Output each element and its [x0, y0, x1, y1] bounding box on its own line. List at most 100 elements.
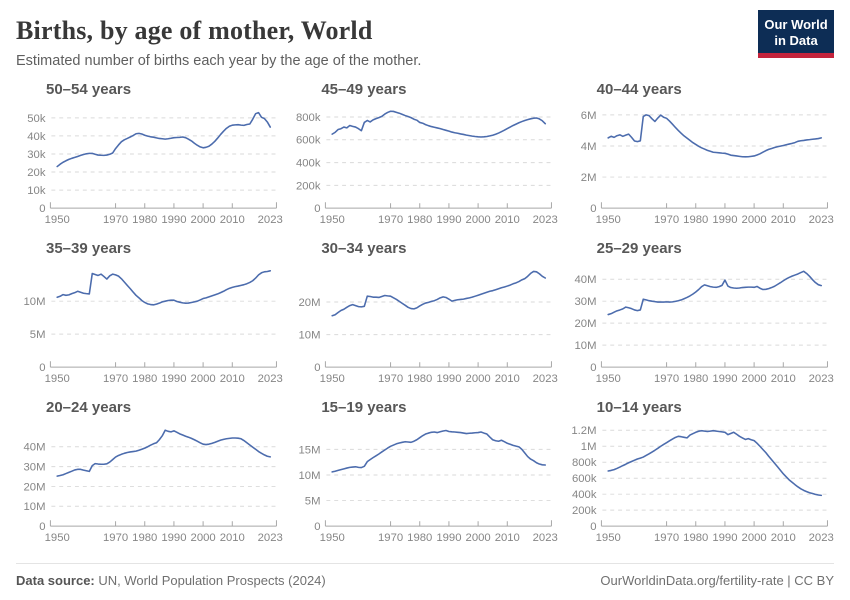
- y-axis-label: 2M: [580, 172, 596, 184]
- chart-canvas-45-49-years: 0 200k 400k 600k 800k 1950 1970 1980 1990 2000 201…: [296, 110, 558, 226]
- y-axis-label: 4M: [580, 141, 596, 153]
- chart-title: 10–14 years: [596, 398, 682, 416]
- x-axis-label: 1990: [712, 373, 737, 385]
- y-axis-label: 40M: [24, 441, 46, 453]
- chart-title: 25–29 years: [596, 239, 682, 257]
- y-axis-label: 10M: [299, 469, 321, 481]
- y-axis-label: 0: [39, 203, 45, 215]
- x-axis-label: 2010: [220, 373, 245, 385]
- x-axis-label: 2010: [495, 373, 520, 385]
- y-axis-label: 20k: [27, 167, 46, 179]
- chart-line: [331, 429, 547, 473]
- y-axis-label: 50k: [27, 113, 46, 125]
- chart-title: 35–39 years: [46, 239, 132, 257]
- x-axis-label: 1950: [320, 373, 345, 385]
- x-axis-label: 2000: [191, 373, 216, 385]
- x-axis-label: 1950: [595, 214, 620, 226]
- chart-line: [331, 110, 547, 138]
- y-axis-label: 400k: [296, 158, 321, 170]
- y-axis-label: 20M: [299, 297, 321, 309]
- x-axis-label: 1970: [654, 531, 679, 543]
- x-axis-label: 2023: [808, 531, 833, 543]
- y-axis-label: 0: [315, 521, 321, 533]
- x-axis-label: 1990: [437, 373, 462, 385]
- x-axis-label: 1970: [103, 214, 128, 226]
- y-axis-label: 40M: [574, 274, 596, 286]
- owid-logo-line2: in Data: [774, 32, 818, 48]
- chart-title: 50–54 years: [46, 81, 132, 98]
- header: Births, by age of mother, World Estimate…: [16, 10, 834, 69]
- x-axis-label: 2010: [770, 531, 795, 543]
- chart-title: 40–44 years: [596, 81, 682, 98]
- y-axis-label: 30k: [27, 149, 46, 161]
- x-axis-label: 1950: [45, 214, 70, 226]
- x-axis-label: 1980: [408, 373, 433, 385]
- x-axis-label: 2000: [466, 531, 491, 543]
- x-axis-label: 2000: [191, 214, 216, 226]
- y-axis-label: 0: [39, 362, 45, 374]
- x-axis-label: 1950: [595, 373, 620, 385]
- owid-logo-line1: Our World: [764, 17, 828, 32]
- x-axis-label: 1970: [378, 531, 403, 543]
- chart-line: [607, 429, 822, 496]
- x-axis-label: 1970: [378, 373, 403, 385]
- x-axis-label: 1980: [683, 531, 708, 543]
- x-axis-label: 2010: [220, 531, 245, 543]
- y-axis-label: 0: [590, 521, 596, 533]
- x-axis-label: 2000: [741, 531, 766, 543]
- y-axis-label: 0: [315, 362, 321, 374]
- chart-line: [56, 111, 272, 168]
- y-axis-label: 0: [315, 203, 321, 215]
- chart-line: [56, 269, 272, 306]
- chart-canvas-35-39-years: 0 5M 10M 1950 1970 1980 1990 2000 2010 2023: [24, 269, 283, 385]
- x-axis-label: 1980: [408, 214, 433, 226]
- chart-canvas-30-34-years: 0 10M 20M 1950 1970 1980 1990 2000 2010 2023: [299, 270, 558, 385]
- x-axis-label: 2000: [741, 373, 766, 385]
- header-titles: Births, by age of mother, World Estimate…: [16, 10, 421, 69]
- chart-cell-45-49-years: 45–49 years 0 200k 400k 600k 800k 1950 1970 1980…: [291, 81, 558, 230]
- y-axis-label: 800k: [572, 457, 597, 469]
- chart-title: 15–19 years: [321, 398, 407, 416]
- x-axis-label: 1980: [408, 531, 433, 543]
- x-axis-label: 2000: [466, 373, 491, 385]
- x-axis-label: 2023: [533, 214, 558, 226]
- x-axis-label: 2010: [770, 214, 795, 226]
- x-axis-label: 1950: [45, 531, 70, 543]
- x-axis-label: 2010: [220, 214, 245, 226]
- footer-credit[interactable]: OurWorldinData.org/fertility-rate | CC B…: [600, 573, 834, 588]
- footer-source: Data source: UN, World Population Prospe…: [16, 573, 326, 588]
- x-axis-label: 1990: [712, 214, 737, 226]
- y-axis-label: 30M: [574, 296, 596, 308]
- y-axis-label: 5M: [305, 495, 321, 507]
- chart-cell-15-19-years: 15–19 years 0 5M 10M 15M 1950 1970 1980 1990 2000…: [291, 399, 558, 548]
- y-axis-label: 15M: [299, 444, 321, 456]
- x-axis-label: 1990: [161, 373, 186, 385]
- y-axis-label: 10k: [27, 185, 46, 197]
- x-axis-label: 2010: [770, 373, 795, 385]
- x-axis-label: 2000: [191, 531, 216, 543]
- chart-line: [607, 114, 822, 158]
- chart-cell-35-39-years: 35–39 years 0 5M 10M 1950 1970 1980 1990 2000 201…: [16, 240, 283, 389]
- x-axis-label: 2010: [495, 531, 520, 543]
- chart-line: [607, 270, 822, 316]
- y-axis-label: 30M: [24, 461, 46, 473]
- chart-cell-30-34-years: 30–34 years 0 10M 20M 1950 1970 1980 1990 2000 20…: [291, 240, 558, 389]
- x-axis-label: 2023: [808, 373, 833, 385]
- y-axis-label: 1M: [580, 441, 596, 453]
- y-axis-label: 800k: [296, 112, 321, 124]
- x-axis-label: 1970: [103, 531, 128, 543]
- footer-source-label: Data source:: [16, 573, 95, 588]
- chart-canvas-15-19-years: 0 5M 10M 15M 1950 1970 1980 1990 2000 2010 2023: [299, 429, 558, 543]
- y-axis-label: 0: [590, 203, 596, 215]
- x-axis-label: 1970: [654, 373, 679, 385]
- x-axis-label: 1950: [320, 214, 345, 226]
- x-axis-label: 1980: [683, 373, 708, 385]
- x-axis-label: 1970: [378, 214, 403, 226]
- x-axis-label: 2000: [466, 214, 491, 226]
- chart-cell-40-44-years: 40–44 years 0 2M 4M 6M 1950 1970 1980 1990 2000 20…: [567, 81, 834, 230]
- chart-line: [331, 270, 547, 317]
- owid-logo[interactable]: Our World in Data: [758, 10, 834, 59]
- chart-cell-20-24-years: 20–24 years 0 10M 20M 30M 40M 1950 1970 1980 1990…: [16, 399, 283, 548]
- y-axis-label: 1.2M: [571, 425, 596, 437]
